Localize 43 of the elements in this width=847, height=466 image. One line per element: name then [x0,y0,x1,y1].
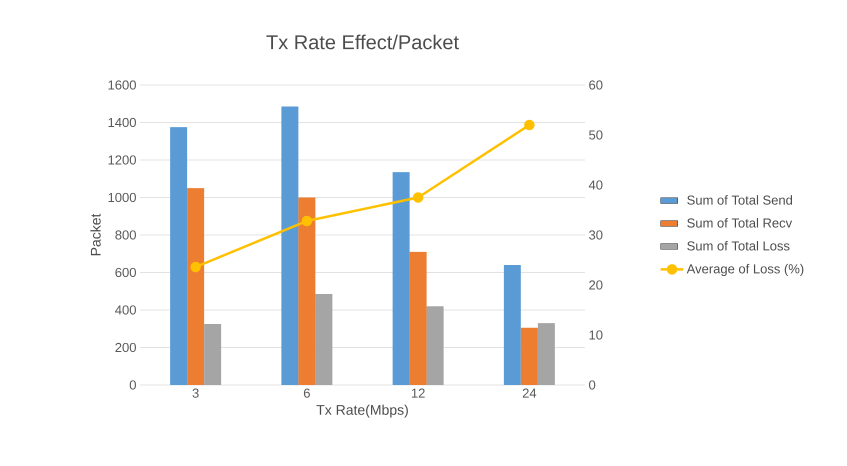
point [412,192,424,203]
bar [392,172,410,385]
x-tick-label: 6 [304,388,310,398]
y-tick-label: 1200 [108,155,136,165]
legend-label: Sum of Total Recv [687,218,792,228]
y2-tick-label: 40 [588,180,602,190]
legend-label: Average of Loss (%) [686,264,804,276]
y-tick-label: 400 [115,305,136,315]
x-tick-label: 24 [522,388,536,398]
bar [170,127,188,385]
y-tick-label: 800 [115,230,136,240]
bar [504,264,521,385]
y2-tick-label: 20 [589,280,602,290]
x-axis-title: Tx Rate(Mbps) [316,404,408,418]
bar [538,323,555,385]
point [524,120,535,130]
legend-label: Sum of Total Loss [687,240,790,251]
y2-tick-label: 0 [589,380,596,390]
bar [315,294,332,385]
bar [204,324,222,385]
y-tick-label: 200 [115,342,136,352]
y-tick-label: 600 [115,268,136,278]
point [302,216,312,226]
y2-tick-label: 30 [589,230,602,240]
y-tick-label: 1000 [108,192,136,202]
y-tick-label: 0 [130,380,136,390]
bar [520,328,538,385]
y-tick-label: 1600 [108,80,136,90]
chart-title: Tx Rate Effect/Packet [266,34,459,50]
bar [426,306,444,385]
bar [187,188,204,385]
y-axis-title: Packet [90,214,101,256]
y2-tick-label: 60 [589,80,602,90]
bar [281,106,298,385]
y2-tick-label: 10 [590,330,602,340]
point [190,262,201,272]
bar [410,252,427,385]
x-tick-label: 12 [412,388,425,398]
y2-tick-label: 50 [589,130,602,140]
legend-label: Sum of Total Send [687,195,792,205]
bar [298,197,316,385]
y-tick-label: 1400 [108,118,136,128]
x-tick-label: 3 [192,388,199,398]
